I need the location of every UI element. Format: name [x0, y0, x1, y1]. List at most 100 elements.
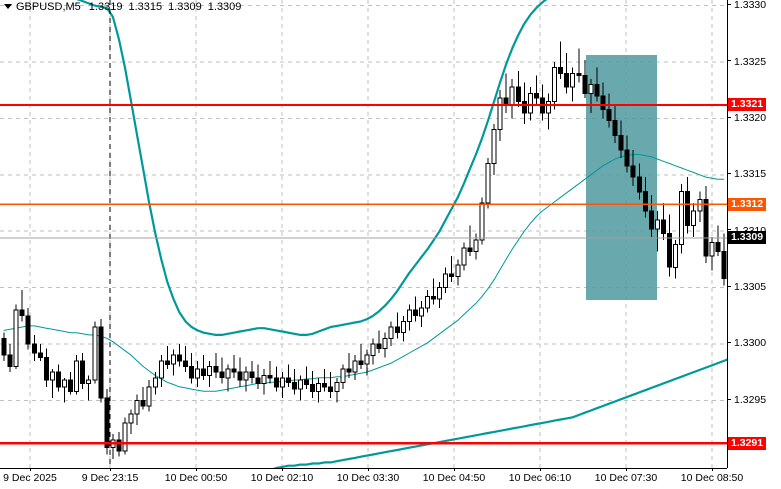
candlestick[interactable]: [388, 321, 394, 347]
candlestick[interactable]: [322, 368, 328, 392]
candlestick[interactable]: [340, 364, 346, 390]
candlestick[interactable]: [564, 53, 570, 94]
candlestick[interactable]: [582, 59, 588, 99]
candlestick[interactable]: [606, 93, 612, 128]
candlestick[interactable]: [80, 352, 86, 390]
candlestick[interactable]: [594, 67, 600, 102]
candlestick[interactable]: [600, 82, 606, 119]
candlestick[interactable]: [612, 104, 618, 144]
current-price-label[interactable]: 1.3309: [728, 231, 767, 245]
candlestick[interactable]: [515, 71, 521, 108]
candlestick[interactable]: [334, 377, 340, 403]
candlestick[interactable]: [527, 86, 533, 121]
candlestick[interactable]: [140, 386, 146, 410]
candlestick[interactable]: [68, 372, 73, 395]
candlestick[interactable]: [364, 349, 370, 376]
candlestick[interactable]: [261, 368, 267, 395]
candlestick[interactable]: [679, 183, 685, 254]
candlestick[interactable]: [533, 75, 539, 105]
candlestick[interactable]: [588, 78, 594, 113]
candlestick[interactable]: [546, 93, 551, 130]
candlestick[interactable]: [558, 41, 564, 79]
candlestick[interactable]: [473, 233, 479, 260]
candlestick[interactable]: [116, 431, 122, 457]
candlestick[interactable]: [122, 417, 128, 455]
candlestick[interactable]: [630, 149, 636, 187]
chart-plot-area[interactable]: [0, 0, 727, 468]
candlestick[interactable]: [37, 343, 43, 361]
candlestick[interactable]: [152, 372, 158, 395]
candlestick[interactable]: [146, 380, 152, 412]
candlestick[interactable]: [279, 372, 285, 399]
candlestick[interactable]: [370, 338, 376, 365]
candlestick[interactable]: [273, 366, 279, 392]
candlestick[interactable]: [425, 289, 430, 313]
candlestick[interactable]: [110, 434, 116, 459]
candlestick[interactable]: [267, 360, 273, 384]
candlestick[interactable]: [648, 195, 654, 237]
candlestick[interactable]: [437, 281, 443, 308]
candlestick[interactable]: [98, 319, 104, 403]
candlestick[interactable]: [231, 355, 237, 378]
candlestick[interactable]: [624, 135, 630, 173]
candlestick[interactable]: [1, 332, 7, 361]
candlestick[interactable]: [225, 364, 231, 392]
candlestick[interactable]: [697, 191, 703, 223]
candlestick[interactable]: [443, 267, 449, 294]
candlestick[interactable]: [304, 366, 309, 390]
candlestick[interactable]: [570, 67, 576, 102]
candlestick[interactable]: [358, 343, 364, 369]
candlestick[interactable]: [642, 177, 648, 218]
candlestick[interactable]: [455, 259, 461, 286]
candlestick[interactable]: [673, 240, 678, 279]
resistance-price-label[interactable]: 1.3321: [728, 98, 767, 112]
chevron-down-icon[interactable]: [4, 3, 12, 9]
candlestick[interactable]: [703, 186, 709, 263]
price-scale[interactable]: 1.33301.33251.33201.33151.33101.33051.33…: [727, 0, 781, 468]
candlestick[interactable]: [7, 343, 13, 373]
candlestick[interactable]: [213, 352, 219, 378]
candlestick[interactable]: [128, 409, 134, 435]
candlestick[interactable]: [431, 278, 437, 305]
candlestick[interactable]: [376, 330, 382, 353]
candlestick[interactable]: [249, 360, 255, 384]
candlestick[interactable]: [328, 372, 334, 399]
candlestick[interactable]: [721, 233, 727, 286]
candlestick[interactable]: [297, 375, 303, 401]
candlestick[interactable]: [13, 304, 19, 369]
candlestick[interactable]: [25, 307, 31, 350]
candlestick[interactable]: [449, 255, 455, 282]
candlestick[interactable]: [552, 62, 557, 110]
candlestick[interactable]: [406, 304, 412, 331]
candlestick[interactable]: [660, 202, 666, 241]
candlestick[interactable]: [316, 377, 322, 403]
candlestick[interactable]: [243, 366, 249, 392]
candlestick[interactable]: [418, 301, 424, 328]
candlestick[interactable]: [654, 210, 660, 252]
candlestick[interactable]: [104, 389, 110, 455]
candlestick[interactable]: [195, 360, 201, 387]
candlestick[interactable]: [576, 48, 582, 83]
candlestick[interactable]: [346, 352, 352, 378]
support-price-label[interactable]: 1.3291: [728, 436, 767, 450]
candlestick[interactable]: [134, 394, 140, 426]
candlestick[interactable]: [709, 236, 715, 271]
candlestick[interactable]: [412, 296, 418, 322]
candlestick[interactable]: [479, 197, 485, 245]
candlestick[interactable]: [19, 289, 25, 322]
candlestick[interactable]: [394, 312, 400, 339]
candlestick[interactable]: [310, 371, 316, 399]
candlestick[interactable]: [539, 84, 545, 121]
candlestick[interactable]: [158, 355, 164, 387]
candlestick[interactable]: [291, 368, 297, 395]
candlestick[interactable]: [237, 357, 243, 387]
candlestick[interactable]: [636, 163, 642, 200]
candlestick[interactable]: [31, 334, 37, 361]
candlestick[interactable]: [503, 73, 509, 113]
candlestick[interactable]: [55, 364, 61, 392]
candlestick[interactable]: [509, 78, 515, 119]
candlestick[interactable]: [497, 90, 503, 141]
candlestick[interactable]: [176, 343, 182, 367]
candlestick[interactable]: [400, 315, 406, 342]
time-scale[interactable]: 9 Dec 2025 9 Dec 23:15 10 Dec 00:50 10 Dec …: [0, 468, 781, 489]
